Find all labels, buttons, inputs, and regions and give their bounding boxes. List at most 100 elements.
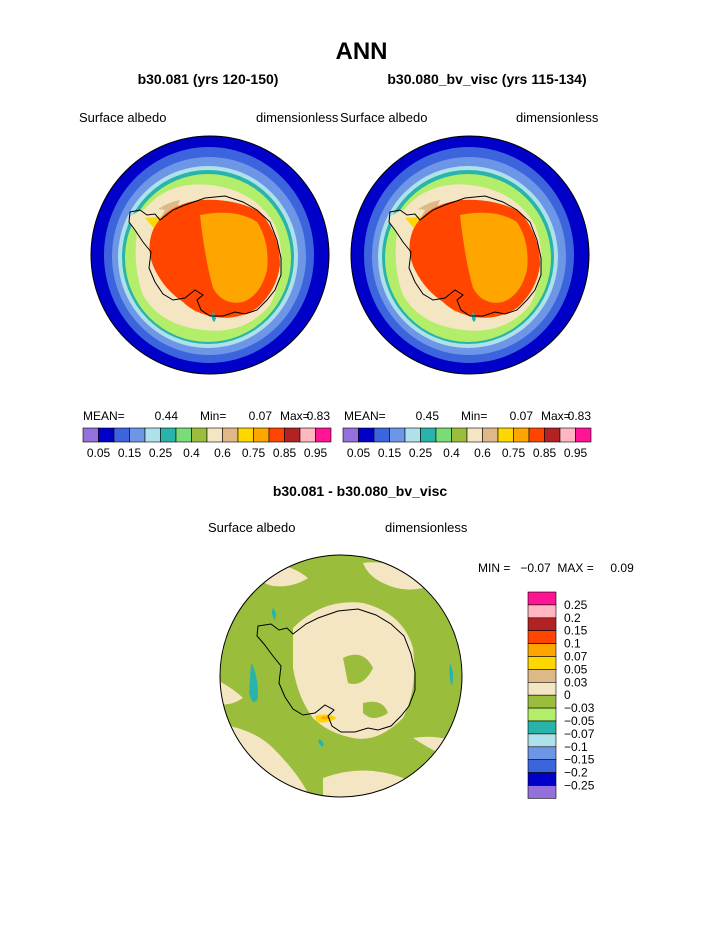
panel-1-colorbar-box-11	[253, 427, 270, 443]
panel-1-colorbar-box-6	[175, 427, 192, 443]
diff-colorbar-label-0: 0.25	[564, 598, 588, 612]
diff-colorbar-box-12	[527, 746, 557, 761]
panel-1-colorbar-label-7: 0.95	[304, 446, 328, 460]
panel-1-coastline	[128, 195, 282, 317]
diff-colorbar-label-7: 0	[564, 688, 571, 702]
diff-colorbar-box-7	[527, 682, 557, 696]
panel-2-colorbar-box-10	[497, 427, 514, 443]
panel-1-colorbar-box-4	[144, 427, 161, 443]
diff-colorbar-label-2: 0.15	[564, 624, 588, 638]
diff-minmax: MIN = −0.07 MAX = 0.09	[478, 561, 634, 575]
diff-colorbar-box-6	[527, 669, 557, 683]
panel-1-colorbar-label-3: 0.4	[183, 446, 200, 460]
panel-1-colorbar-box-10	[237, 427, 254, 443]
panel-1-colorbar-label-2: 0.25	[149, 446, 173, 460]
panel-1-colorbar-box-14	[299, 427, 316, 443]
panel-2-min-value: 0.07	[510, 409, 534, 423]
panel-2-colorbar-box-6	[435, 427, 452, 443]
diff-colorbar-label-10: −0.07	[564, 727, 595, 741]
panel-2-colorbar-box-8	[466, 427, 483, 443]
diff-units-label: dimensionless	[385, 520, 468, 535]
panel-1-mean-label: MEAN=	[83, 409, 125, 423]
panel-1-colorbar-box-12	[268, 427, 285, 443]
diff-colorbar-box-3	[527, 630, 557, 644]
diff-colorbar-box-5	[527, 656, 557, 670]
diff-colorbar-label-12: −0.15	[564, 753, 595, 767]
diff-colorbar-label-8: −0.03	[564, 701, 595, 715]
panel-2-colorbar-box-14	[559, 427, 576, 443]
panel-1-colorbar-box-7	[191, 427, 208, 443]
panel-1-colorbar-box-2	[113, 427, 130, 443]
diff-colorbar-label-6: 0.03	[564, 675, 588, 689]
panel-2-colorbar-label-7: 0.95	[564, 446, 588, 460]
diff-colorbar-box-13	[527, 759, 557, 773]
panel-1-case-title: b30.081 (yrs 120-150)	[137, 71, 279, 87]
panel-2-units-label: dimensionless	[516, 110, 599, 125]
diff-colorbar-box-8	[527, 694, 557, 709]
panel-2-colorbar-label-2: 0.25	[409, 446, 433, 460]
diff-colorbar-label-11: −0.1	[564, 740, 588, 754]
panel-2-colorbar-label-4: 0.6	[474, 446, 491, 460]
panel-1-colorbar-label-6: 0.85	[273, 446, 297, 460]
diff-colorbar-box-14	[527, 772, 557, 786]
panel-1-colorbar-label-0: 0.05	[87, 446, 111, 460]
panel-2-colorbar-box-4	[404, 427, 421, 443]
panel-2-colorbar-box-1	[358, 427, 375, 443]
panel-2-mean-value: 0.45	[416, 409, 440, 423]
panel-2-colorbar-box-15	[575, 427, 592, 443]
panel-1-colorbar-box-13	[284, 427, 301, 443]
panel-2-colorbar: 0.05 0.15 0.25 0.4 0.6 0.75 0.85 0.95	[342, 427, 592, 460]
panel-2-colorbar-box-3	[389, 427, 406, 443]
diff-colorbar-label-14: −0.25	[564, 779, 595, 793]
panel-2-max-value: 0.83	[568, 409, 592, 423]
diff-colorbar-label-9: −0.05	[564, 714, 595, 728]
panel-1-stats: MEAN= 0.44 Min= 0.07 Max= 0.83	[83, 409, 330, 423]
panel-2-colorbar-box-11	[513, 427, 530, 443]
panel-1-colorbar-label-4: 0.6	[214, 446, 231, 460]
panel-2-colorbar-box-5	[420, 427, 437, 443]
panel-1-colorbar-box-15	[315, 427, 332, 443]
panel-1-mean-value: 0.44	[155, 409, 179, 423]
diff-colorbar-box-4	[527, 643, 557, 657]
panel-1-units-label: dimensionless	[256, 110, 339, 125]
diff-colorbar-label-3: 0.1	[564, 637, 581, 651]
panel-2-colorbar-box-2	[373, 427, 390, 443]
diff-title: b30.081 - b30.080_bv_visc	[272, 483, 448, 499]
diff-colorbar-label-4: 0.07	[564, 650, 588, 664]
panel-1-colorbar-box-9	[222, 427, 239, 443]
panel-2-field-label: Surface albedo	[340, 110, 428, 125]
panel-1-min-value: 0.07	[249, 409, 273, 423]
diff-colorbar-box-2	[527, 617, 557, 631]
diff-colorbar: 0.250.20.150.10.070.050.030−0.03−0.05−0.…	[527, 591, 595, 799]
panel-1-colorbar-box-1	[98, 427, 115, 443]
panel-2-coastline	[388, 195, 542, 317]
panel-2-colorbar-box-9	[482, 427, 499, 443]
panel-2-polar-map	[350, 135, 590, 375]
diff-coastline	[256, 608, 416, 733]
panel-2-mean-label: MEAN=	[344, 409, 386, 423]
diff-polar-map	[219, 554, 463, 798]
panel-1-min-label: Min=	[200, 409, 226, 423]
panel-2-colorbar-box-12	[528, 427, 545, 443]
panel-1-colorbar: 0.05 0.15 0.25 0.4 0.6 0.75 0.85 0.95	[82, 427, 332, 460]
diff-colorbar-label-1: 0.2	[564, 611, 581, 625]
panel-1-polar-map	[90, 135, 330, 375]
panel-1-colorbar-box-5	[160, 427, 177, 443]
panel-2-colorbar-label-6: 0.85	[533, 446, 557, 460]
main-title: ANN	[335, 38, 388, 65]
panel-2-colorbar-label-1: 0.15	[378, 446, 402, 460]
panel-2-colorbar-box-7	[451, 427, 468, 443]
panel-1-colorbar-box-3	[129, 427, 146, 443]
diff-field-label: Surface albedo	[208, 520, 296, 535]
diff-colorbar-box-11	[527, 733, 557, 748]
panel-2-colorbar-label-0: 0.05	[347, 446, 371, 460]
panel-1-field-label: Surface albedo	[79, 110, 167, 125]
diff-colorbar-box-0	[527, 591, 557, 606]
diff-colorbar-box-10	[527, 720, 557, 735]
diff-colorbar-box-15	[527, 785, 557, 799]
panel-1-colorbar-box-8	[206, 427, 223, 443]
panel-2-colorbar-box-13	[544, 427, 561, 443]
panel-2-colorbar-label-3: 0.4	[443, 446, 460, 460]
panel-2-max-label: Max=	[541, 409, 571, 423]
panel-2-stats: MEAN= 0.45 Min= 0.07 Max= 0.83	[344, 409, 592, 423]
